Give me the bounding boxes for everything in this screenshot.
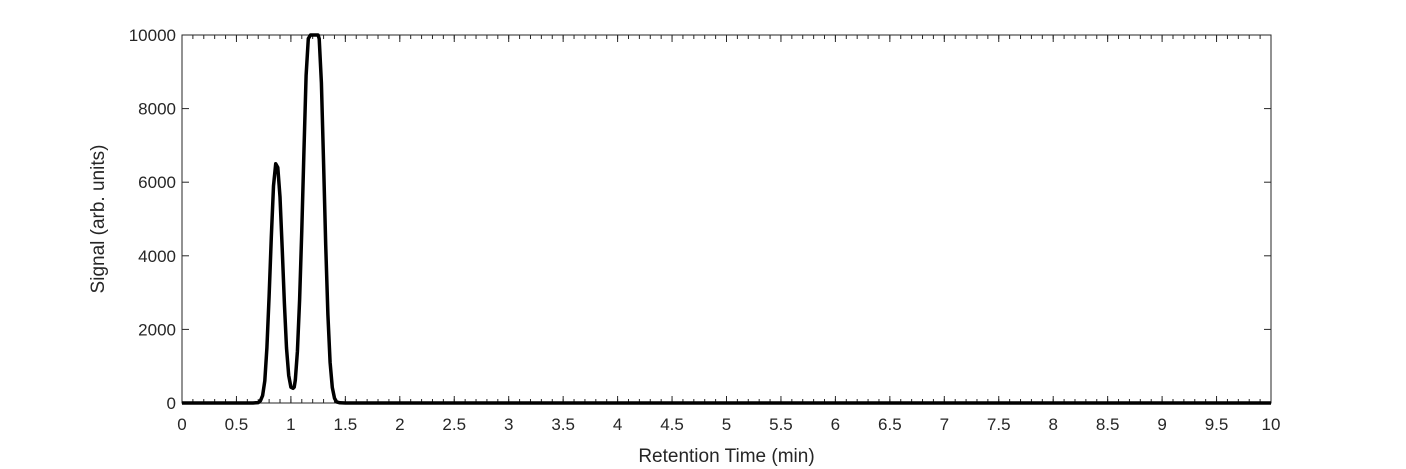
x-tick-label: 7.5 bbox=[987, 415, 1011, 434]
y-tick-label: 4000 bbox=[138, 247, 176, 266]
x-tick-label: 5.5 bbox=[769, 415, 793, 434]
plot-area bbox=[181, 34, 1272, 404]
x-tick-label: 0.5 bbox=[225, 415, 249, 434]
plot-frame bbox=[181, 34, 1272, 404]
x-tick-label: 5 bbox=[722, 415, 731, 434]
x-tick-label: 2.5 bbox=[442, 415, 466, 434]
x-tick-label: 2 bbox=[395, 415, 404, 434]
y-tick-label: 8000 bbox=[138, 100, 176, 119]
x-tick-label: 4 bbox=[613, 415, 622, 434]
x-axis-title: Retention Time (min) bbox=[638, 446, 814, 467]
x-tick-label: 7 bbox=[940, 415, 949, 434]
y-tick-label: 10000 bbox=[129, 26, 176, 45]
x-tick-label: 9 bbox=[1157, 415, 1166, 434]
x-tick-label: 1 bbox=[286, 415, 295, 434]
x-tick-label: 1.5 bbox=[334, 415, 358, 434]
x-tick-label: 10 bbox=[1262, 415, 1281, 434]
signal-trace bbox=[182, 33, 1271, 405]
x-tick-label: 8 bbox=[1048, 415, 1057, 434]
x-tick-label: 3.5 bbox=[551, 415, 575, 434]
y-tick-label: 6000 bbox=[138, 173, 176, 192]
y-axis: 0 2000 4000 6000 8000 10000 bbox=[129, 26, 1271, 413]
x-tick-label: 0 bbox=[177, 415, 186, 434]
x-tick-label: 6 bbox=[831, 415, 840, 434]
x-axis: 0 0.5 1 1.5 2 2.5 3 3.5 4 4.5 5 5.5 6 6.5 7 7.5 8 8.5 9 9.5… bbox=[177, 35, 1280, 434]
x-tick-label: 4.5 bbox=[660, 415, 684, 434]
y-tick-label: 2000 bbox=[138, 320, 176, 339]
x-tick-label: 9.5 bbox=[1205, 415, 1229, 434]
x-tick-label: 6.5 bbox=[878, 415, 902, 434]
y-axis-title: Signal (arb. units) bbox=[88, 145, 109, 294]
x-tick-label: 3 bbox=[504, 415, 513, 434]
x-tick-label: 8.5 bbox=[1096, 415, 1120, 434]
y-tick-label: 0 bbox=[167, 394, 176, 413]
